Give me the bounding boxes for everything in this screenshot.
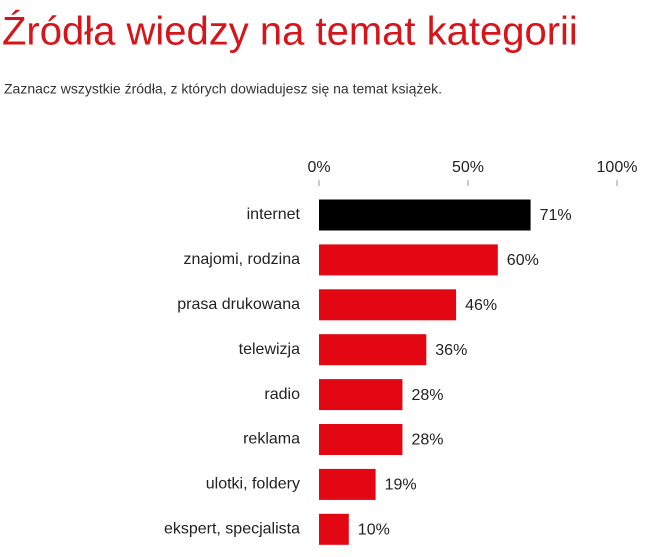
- value-label: 60%: [507, 252, 539, 269]
- bar: [319, 199, 531, 231]
- x-tick-label: 50%: [452, 159, 484, 176]
- bar: [319, 468, 376, 500]
- y-tick-label: ekspert, specjalista: [164, 521, 300, 538]
- y-tick-label: internet: [247, 206, 301, 223]
- bar: [319, 244, 498, 276]
- bar: [319, 379, 403, 411]
- value-label: 28%: [411, 387, 443, 404]
- chart-title: Źródła wiedzy na temat kategorii: [2, 9, 578, 54]
- value-label: 36%: [435, 342, 467, 359]
- value-label: 71%: [540, 207, 572, 224]
- value-label: 28%: [411, 432, 443, 449]
- bar: [319, 334, 427, 366]
- y-tick-label: znajomi, rodzina: [184, 251, 301, 268]
- y-tick-label: reklama: [243, 431, 300, 448]
- y-tick-label: ulotki, foldery: [206, 476, 300, 493]
- y-tick-label: telewizja: [239, 341, 300, 358]
- bar: [319, 424, 403, 455]
- y-tick-label: prasa drukowana: [177, 296, 300, 313]
- bar: [319, 289, 457, 321]
- bar: [319, 513, 349, 545]
- value-label: 19%: [385, 477, 417, 494]
- x-tick-label: 100%: [597, 159, 638, 176]
- chart-subtitle: Zaznacz wszystkie źródła, z których dowi…: [4, 81, 442, 97]
- value-label: 10%: [358, 522, 390, 539]
- value-label: 46%: [465, 297, 497, 314]
- y-tick-label: radio: [264, 386, 300, 403]
- x-tick-label: 0%: [307, 159, 330, 176]
